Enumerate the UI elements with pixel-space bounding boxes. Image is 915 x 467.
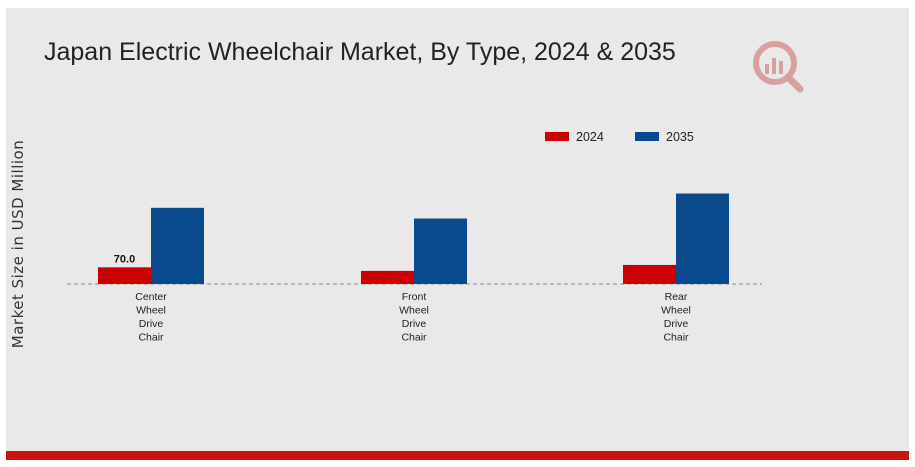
x-tick-label-0: Center Wheel Drive Chair xyxy=(135,291,167,344)
legend-label-2035: 2035 xyxy=(666,130,694,144)
bar-2035-2 xyxy=(676,193,729,284)
bar-2024-0 xyxy=(98,267,151,284)
x-tick-label-2: Rear Wheel Drive Chair xyxy=(661,291,691,344)
data-label-0: 70.0 xyxy=(114,253,135,265)
chart-magnifier-logo-icon xyxy=(753,41,804,93)
legend-label-2024: 2024 xyxy=(576,130,604,144)
bar-2024-1 xyxy=(361,270,414,284)
x-tick-label-1: Front Wheel Drive Chair xyxy=(399,291,429,344)
bottom-accent-bar xyxy=(6,451,909,460)
chart-title: Japan Electric Wheelchair Market, By Typ… xyxy=(44,38,676,66)
legend-swatch-2024 xyxy=(545,132,569,141)
legend-swatch-2035 xyxy=(635,132,659,141)
bar-2035-0 xyxy=(151,207,204,284)
bar-2035-1 xyxy=(414,218,467,284)
bar-2024-2 xyxy=(623,264,676,284)
